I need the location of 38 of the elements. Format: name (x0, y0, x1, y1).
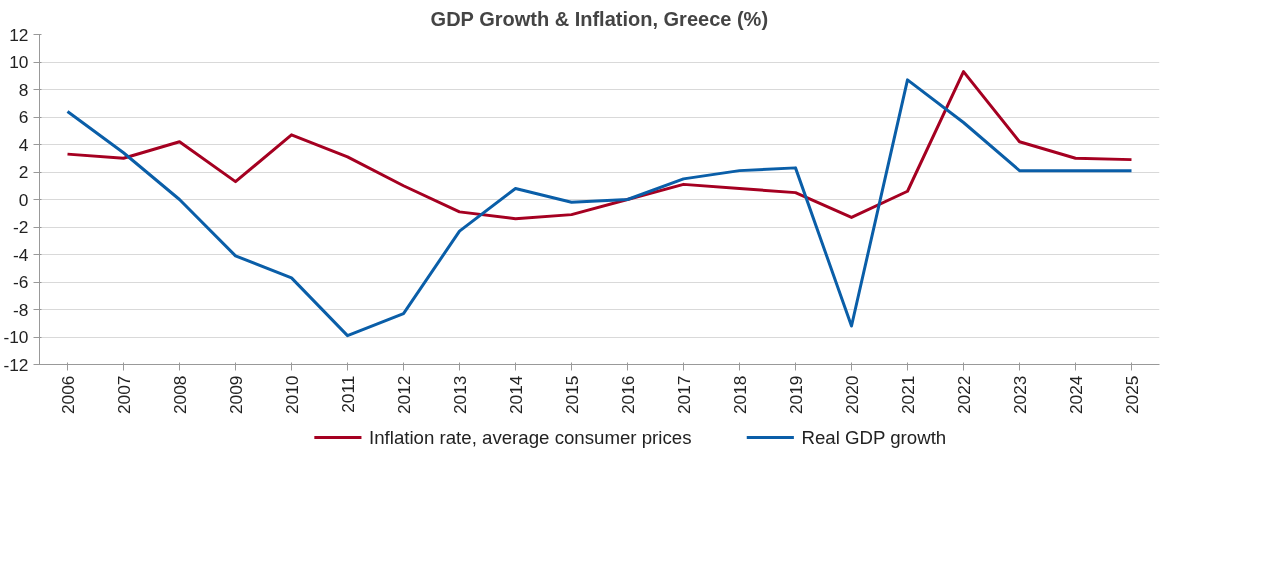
x-tick-label: 2024 (1065, 375, 1086, 415)
x-tick-label: 2020 (841, 375, 862, 415)
x-tick-label: 2017 (673, 375, 694, 415)
x-tick-label: 2010 (281, 375, 302, 415)
x-tick-label: 2006 (57, 375, 78, 415)
line-series (66, 70, 1133, 221)
y-tick-label: -12 (3, 354, 29, 375)
y-tick-label: 10 (9, 52, 29, 72)
x-tick-label: 2021 (897, 375, 918, 415)
x-tick-label: 2013 (449, 375, 470, 415)
x-tick-label: 2011 (337, 375, 358, 413)
x-tick-label: 2022 (953, 375, 974, 415)
x-tick-label: 2018 (729, 375, 750, 415)
y-tick-label: -6 (13, 272, 29, 292)
y-tick-label: -8 (13, 299, 29, 320)
chart-title: GDP Growth & Inflation, Greece (%) (430, 7, 769, 30)
y-tick-label: -10 (3, 327, 29, 347)
x-tick-label: 2009 (225, 375, 246, 415)
legend-label: Real GDP growth (801, 427, 947, 448)
line-series (66, 78, 1133, 338)
y-tick-label: -4 (13, 244, 29, 265)
x-tick-label: 2012 (393, 375, 414, 415)
x-tick-label: 2019 (785, 375, 806, 415)
y-tick-label: 0 (18, 189, 29, 210)
x-tick-label: 2014 (505, 375, 526, 415)
y-tick-label: -2 (13, 217, 29, 237)
legend-label: Inflation rate, average consumer prices (369, 427, 692, 448)
y-tick-label: 2 (18, 162, 29, 182)
y-tick-label: 6 (18, 107, 29, 127)
x-tick-label: 2023 (1009, 375, 1030, 415)
x-tick-label: 2016 (617, 375, 638, 415)
x-tick-label: 2007 (113, 375, 134, 415)
y-tick-label: 8 (18, 79, 29, 100)
y-tick-label: 4 (18, 134, 29, 155)
x-tick-label: 2025 (1121, 375, 1142, 415)
x-tick-label: 2008 (169, 375, 190, 415)
y-tick-label: 12 (9, 24, 29, 45)
x-tick-label: 2015 (561, 375, 582, 415)
